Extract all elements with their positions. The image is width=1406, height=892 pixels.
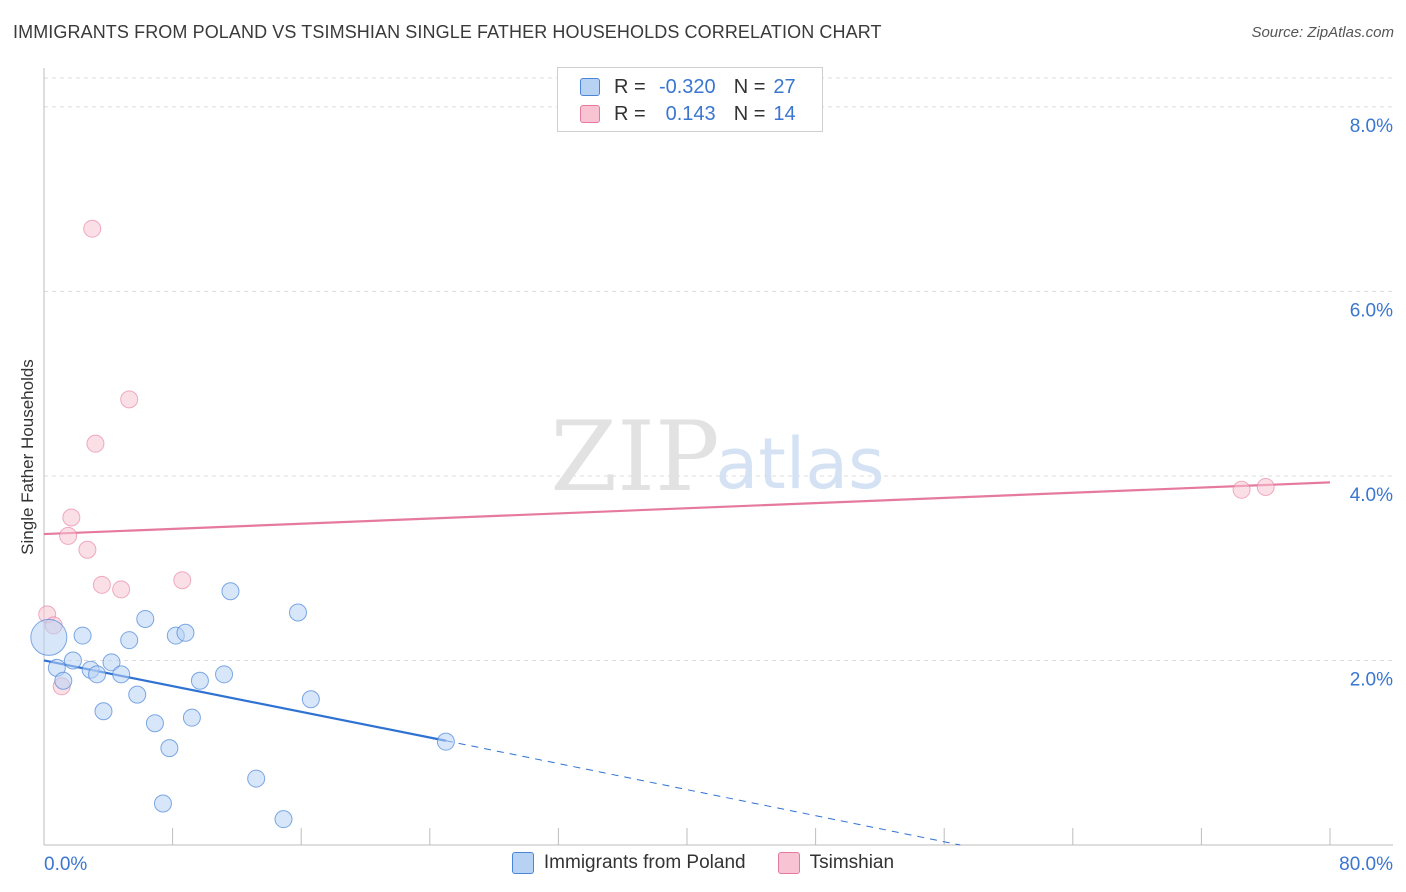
source-credit: Source: ZipAtlas.com [1251,24,1394,41]
tick-labels: 2.0% 4.0% 6.0% 8.0% 0.0% 80.0% [44,116,1393,875]
stats-r-value-poland: -0.320 [658,75,716,98]
point-poland [54,671,73,690]
point-poland [190,671,209,690]
point-poland [215,665,234,684]
stats-r-label-tsimshian: R = [614,102,646,125]
stats-r-value-tsimshian: 0.143 [665,102,716,125]
point-poland [120,631,139,650]
trend-line-poland [43,659,447,742]
x-tick-label: 0.0% [44,854,87,875]
x-tick-label: 80.0% [1339,854,1393,875]
point-poland [73,626,92,645]
point-tsimshian [78,540,97,559]
chart-legend: Immigrants from Poland Tsimshian [0,852,1406,874]
axes [43,68,1393,846]
stats-row-tsimshian: R = 0.143 N = 14 [580,101,796,127]
gridlines [44,77,1393,661]
trend-lines [43,481,1331,846]
y-tick-label: 4.0% [1350,485,1393,506]
point-poland [221,582,240,601]
trend-line-poland-extension [445,740,961,846]
point-tsimshian [92,575,111,594]
stats-swatch-tsimshian [580,105,600,123]
legend-item-poland[interactable]: Immigrants from Poland [511,852,746,874]
point-poland [88,665,107,684]
point-poland [247,769,266,788]
point-poland [94,702,113,721]
point-tsimshian [173,571,192,590]
point-tsimshian [112,580,131,599]
point-poland [436,732,455,751]
stats-swatch-poland [580,78,600,96]
stats-row-poland: R = -0.320 N = 27 [580,74,796,100]
point-poland [160,739,179,758]
watermark-zip: ZIP [550,401,719,513]
point-poland [176,623,195,642]
point-poland [288,603,307,622]
point-tsimshian [83,219,102,238]
stats-r-label-poland: R = [614,75,646,98]
point-tsimshian [86,434,105,453]
point-poland [63,651,82,670]
legend-label-tsimshian: Tsimshian [809,852,895,873]
point-poland [136,609,155,628]
point-poland [182,708,201,727]
y-tick-label: 8.0% [1350,116,1393,137]
point-tsimshian [1256,478,1275,497]
legend-swatch-tsimshian [777,852,800,874]
point-poland [30,618,68,656]
legend-item-tsimshian[interactable]: Tsimshian [777,852,895,874]
stats-n-label-poland: N = [733,75,766,98]
point-poland [112,665,131,684]
data-points [30,219,1275,829]
stats-n-value-poland: 27 [773,75,796,98]
stats-n-label-tsimshian: N = [733,102,766,125]
y-tick-label: 6.0% [1350,300,1393,321]
point-tsimshian [62,508,81,527]
legend-swatch-poland [511,852,534,874]
point-poland [102,653,121,672]
point-poland [274,810,293,829]
stats-n-value-tsimshian: 14 [773,102,796,125]
point-poland [128,685,147,704]
point-tsimshian [120,390,139,409]
point-tsimshian [1232,480,1251,499]
zipatlas-watermark: ZIP atlas [550,401,884,513]
watermark-atlas: atlas [715,423,884,505]
point-poland [301,690,320,709]
trend-line-tsimshian [43,481,1331,536]
y-tick-label: 2.0% [1350,669,1393,690]
point-poland [153,794,172,813]
legend-label-poland: Immigrants from Poland [543,852,746,873]
chart-title: IMMIGRANTS FROM POLAND VS TSIMSHIAN SING… [13,22,882,42]
point-tsimshian [59,526,78,545]
correlation-stats-box: R = -0.320 N = 27 R = 0.143 N = 14 [557,67,823,132]
point-poland [145,714,164,733]
